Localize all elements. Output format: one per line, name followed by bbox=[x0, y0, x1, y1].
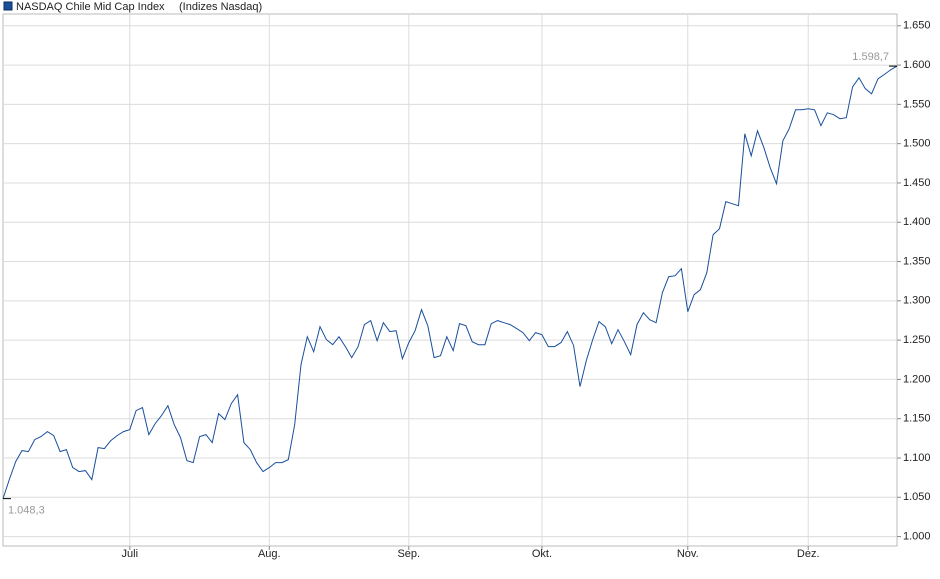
y-tick-label: 1.550 bbox=[903, 98, 931, 110]
y-tick-label: 1.000 bbox=[903, 530, 931, 542]
y-tick-label: 1.650 bbox=[903, 20, 931, 32]
y-tick-label: 1.100 bbox=[903, 452, 931, 464]
y-tick-label: 1.300 bbox=[903, 295, 931, 307]
y-tick-label: 1.500 bbox=[903, 138, 931, 150]
y-tick-label: 1.050 bbox=[903, 491, 931, 503]
end-label: 1.598,7 bbox=[852, 51, 889, 63]
x-tick-label: Dez. bbox=[797, 548, 820, 560]
x-tick-label: Nov. bbox=[677, 548, 699, 560]
plot-frame bbox=[2, 13, 898, 547]
y-tick-label: 1.250 bbox=[903, 334, 931, 346]
y-tick-label: 1.600 bbox=[903, 59, 931, 71]
start-label: 1.048,3 bbox=[8, 505, 45, 517]
y-tick-label: 1.350 bbox=[903, 255, 931, 267]
y-tick-label: 1.200 bbox=[903, 373, 931, 385]
legend-swatch bbox=[3, 1, 13, 11]
x-tick-label: Juli bbox=[122, 548, 139, 560]
chart-title: NASDAQ Chile Mid Cap Index bbox=[16, 1, 165, 13]
x-tick-label: Aug. bbox=[258, 548, 281, 560]
data-line bbox=[2, 65, 898, 499]
y-tick-label: 1.400 bbox=[903, 216, 931, 228]
x-tick-label: Okt. bbox=[532, 548, 552, 560]
y-tick-label: 1.150 bbox=[903, 413, 931, 425]
y-tick-label: 1.450 bbox=[903, 177, 931, 189]
chart-subtitle: (Indizes Nasdaq) bbox=[179, 1, 262, 13]
x-tick-label: Sep. bbox=[397, 548, 420, 560]
